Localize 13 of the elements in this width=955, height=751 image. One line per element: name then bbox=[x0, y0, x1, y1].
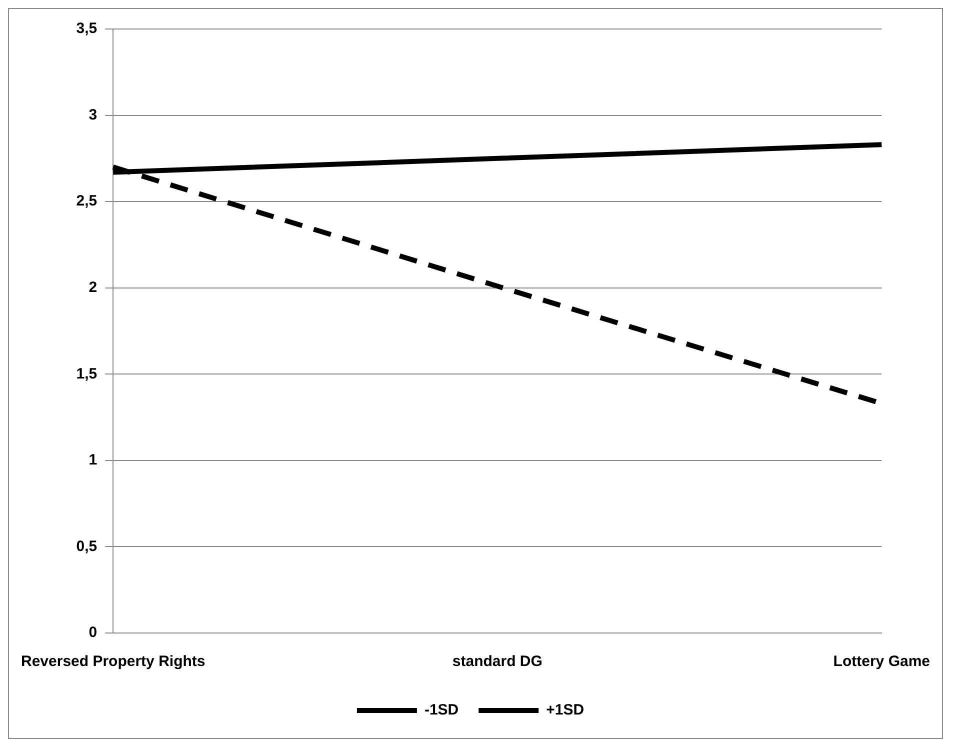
y-tick-label: 3 bbox=[88, 106, 98, 124]
x-tick-label: Lottery Game bbox=[833, 653, 930, 670]
y-tick-label: 2,5 bbox=[76, 192, 98, 210]
y-tick-label: 2 bbox=[88, 279, 98, 296]
y-tick-label: 1,5 bbox=[76, 365, 98, 382]
legend-label: -1SD bbox=[424, 702, 459, 719]
legend-label: +1SD bbox=[546, 702, 584, 719]
y-tick-label: 1 bbox=[88, 452, 98, 469]
y-tick-label: 3,5 bbox=[76, 20, 98, 38]
x-tick-label: Reversed Property Rights bbox=[20, 653, 206, 670]
x-tick-label: standard DG bbox=[452, 653, 542, 670]
y-tick-label: 0 bbox=[88, 624, 98, 642]
y-tick-label: 0,5 bbox=[76, 538, 98, 555]
